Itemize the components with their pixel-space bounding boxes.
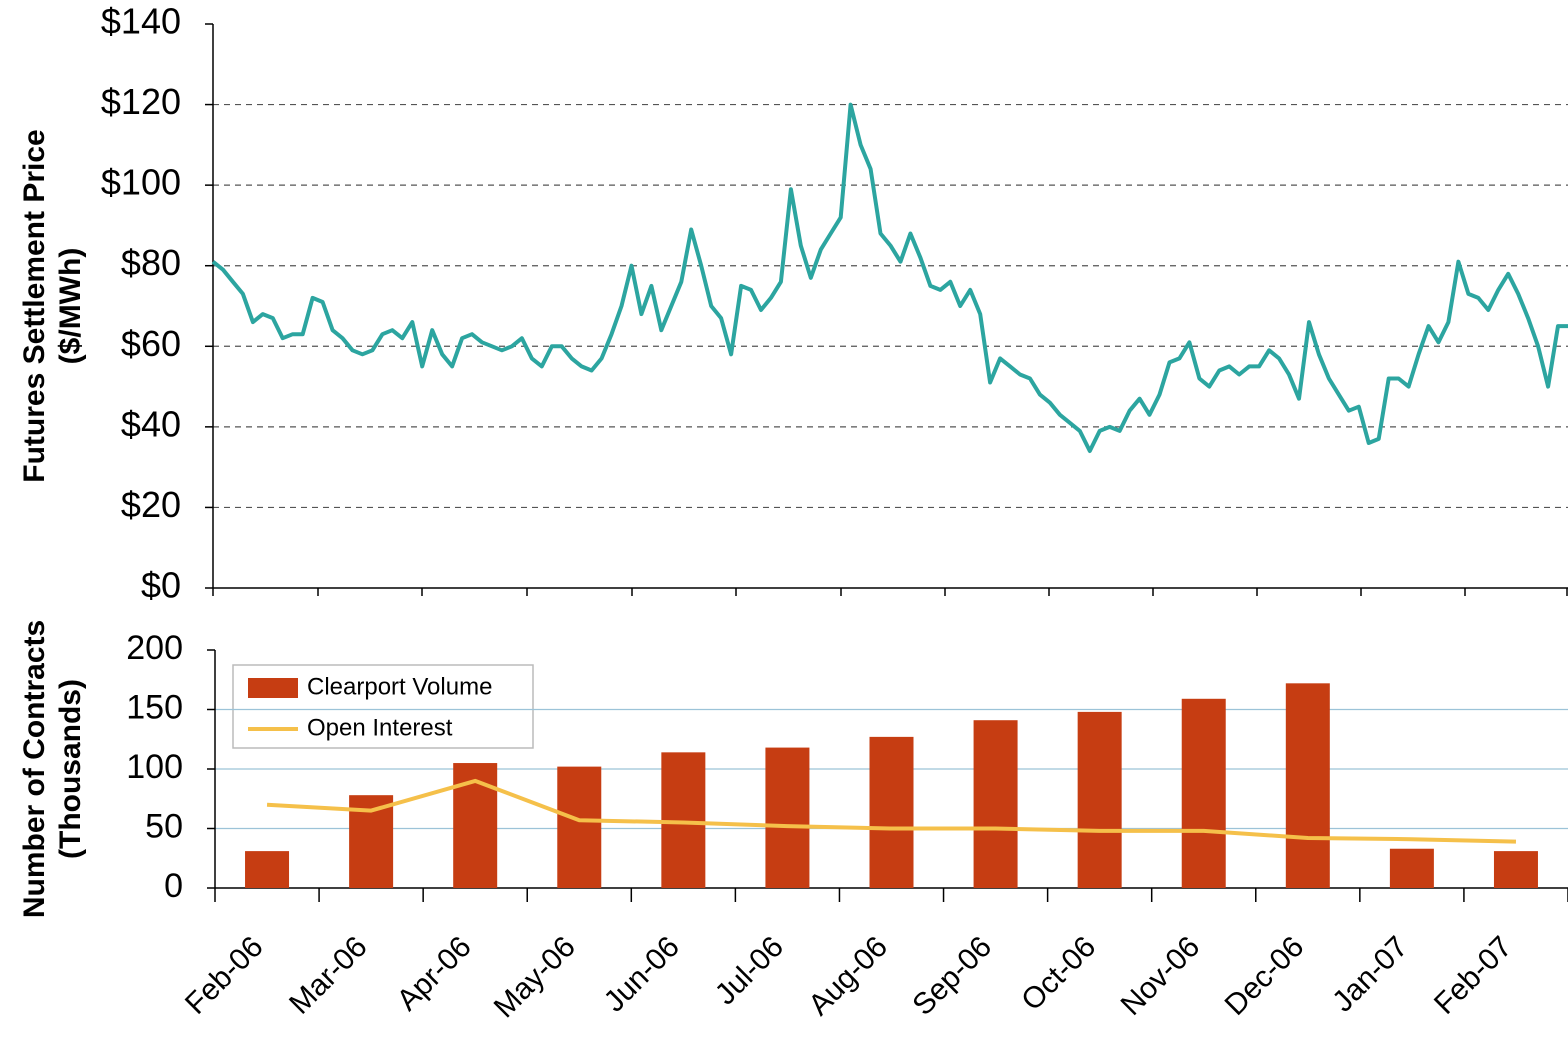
y-tick-label: 50: [145, 807, 183, 845]
bar: [1077, 711, 1122, 888]
bar: [1493, 851, 1538, 888]
y-tick-label: 150: [126, 688, 183, 726]
y-tick-label: 0: [164, 867, 183, 905]
y-tick-label: $60: [121, 323, 181, 364]
x-tick-label: Jan-07: [1326, 930, 1414, 1018]
x-tick-label: Apr-06: [391, 930, 478, 1017]
x-tick-label: Feb-07: [1428, 930, 1519, 1021]
x-tick-label: Oct-06: [1015, 930, 1102, 1017]
bar: [869, 736, 914, 888]
x-tick-label: May-06: [488, 930, 582, 1024]
bar: [1181, 698, 1226, 888]
y-tick-label: 200: [126, 629, 183, 667]
y-axis-title: (Thousands): [54, 679, 87, 859]
x-tick-label: Nov-06: [1115, 930, 1207, 1022]
price-line: [211, 102, 1568, 453]
bar: [1285, 683, 1330, 888]
y-axis-title: ($/MWh): [54, 248, 87, 365]
y-tick-label: $0: [141, 565, 181, 606]
x-tick-label: Aug-06: [802, 930, 894, 1022]
bar: [973, 720, 1018, 888]
bar: [245, 851, 290, 888]
x-tick-marks: [212, 588, 1568, 596]
y-tick-label: $140: [101, 1, 181, 42]
y-axis-title: Futures Settlement Price: [18, 129, 51, 482]
y-tick-label: $20: [121, 484, 181, 525]
legend-label: Clearport Volume: [307, 673, 492, 700]
x-tick-label: Dec-06: [1219, 930, 1311, 1022]
bar: [557, 766, 602, 888]
y-tick-label: $40: [121, 403, 181, 444]
bar: [765, 747, 810, 888]
legend-swatch: [248, 678, 298, 698]
x-tick-label: Sep-06: [906, 930, 998, 1022]
y-tick-label: $80: [121, 242, 181, 283]
bar: [661, 752, 706, 888]
x-tick-label: Jun-06: [598, 930, 686, 1018]
legend-label: Open Interest: [307, 714, 453, 741]
y-axis-title: Number of Contracts: [18, 620, 51, 918]
y-tick-label: 100: [126, 748, 183, 786]
bar: [1389, 848, 1434, 888]
y-tick-label: $100: [101, 162, 181, 203]
open-interest-line: [266, 778, 1517, 844]
x-tick-label: Jul-06: [709, 930, 790, 1011]
x-tick-label: Feb-06: [179, 930, 270, 1021]
x-tick-label: Mar-06: [283, 930, 374, 1021]
y-tick-label: $120: [101, 81, 181, 122]
